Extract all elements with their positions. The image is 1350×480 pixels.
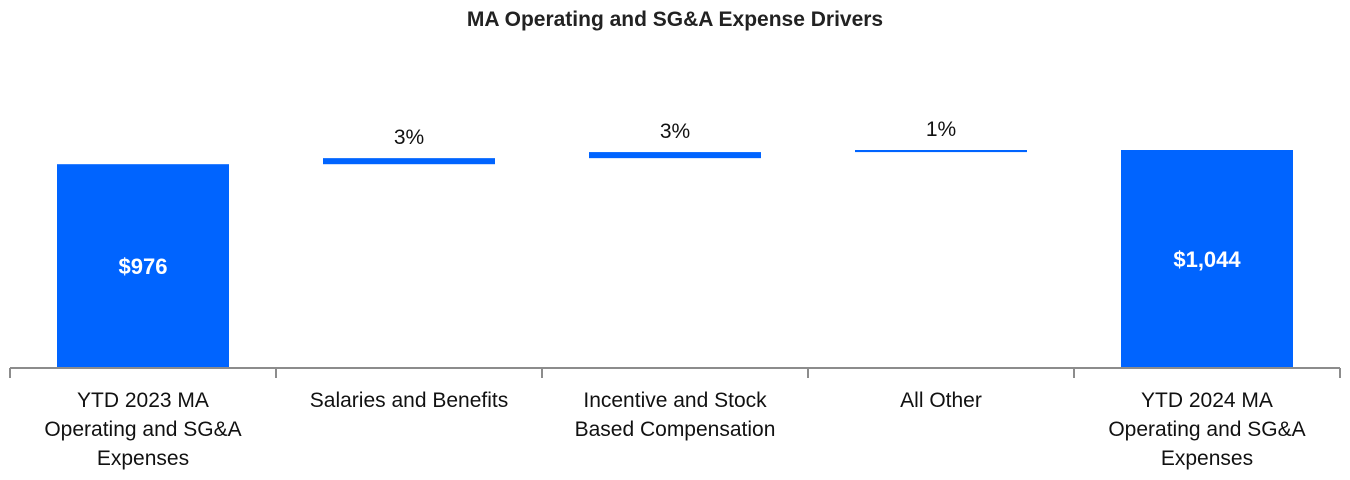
chart-title: MA Operating and SG&A Expense Drivers [467,8,883,31]
category-label: YTD 2023 MA Operating and SG&A Expenses [44,389,241,470]
bar-percent-label: 3% [394,126,424,149]
total-bar [57,164,229,368]
category-label: Salaries and Benefits [310,389,508,412]
category-label-line: Based Compensation [575,418,776,441]
category-label-line: Expenses [97,447,189,470]
bar-value-label: $976 [119,254,168,279]
category-label: All Other [900,389,982,412]
category-label: Incentive and Stock Based Compensation [575,389,776,441]
total-bar [1121,150,1293,368]
delta-bar [855,150,1027,153]
delta-bar [589,152,761,159]
category-label: YTD 2024 MA Operating and SG&A Expenses [1108,389,1305,470]
category-label-line: Salaries and Benefits [310,389,508,412]
category-label-line: YTD 2023 MA [77,389,209,412]
category-label-line: All Other [900,389,982,412]
category-label-line: Operating and SG&A [44,418,241,441]
category-label-line: Expenses [1161,447,1253,470]
bar-percent-label: 3% [660,120,690,143]
category-label-line: Operating and SG&A [1108,418,1305,441]
delta-bar [323,158,495,165]
category-label-line: Incentive and Stock [583,389,767,412]
bar-value-label: $1,044 [1173,247,1241,272]
bar-percent-label: 1% [926,118,956,141]
category-label-line: YTD 2024 MA [1141,389,1273,412]
